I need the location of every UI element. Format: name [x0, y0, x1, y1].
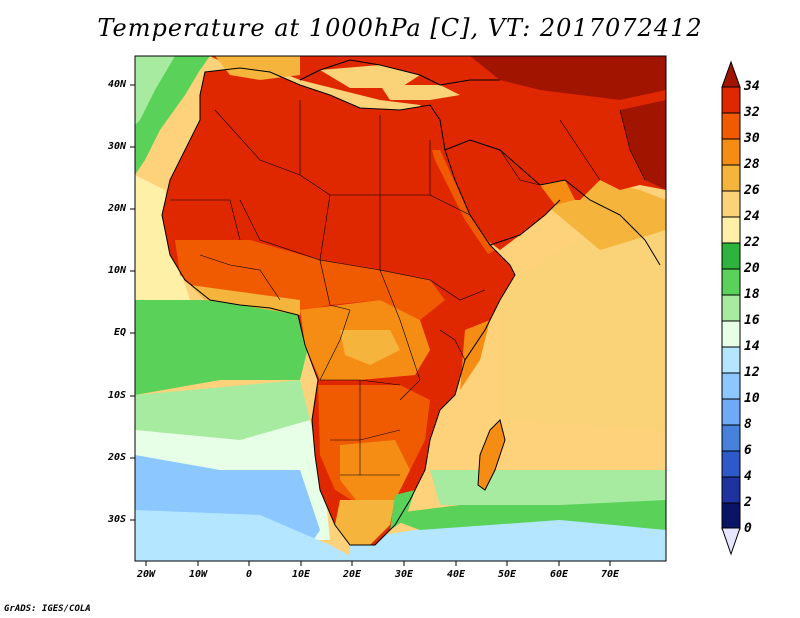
colorbar-swatch	[721, 346, 741, 374]
colorbar-swatch	[721, 372, 741, 400]
lat-label-20n: 20N	[107, 203, 126, 214]
credit-text: GrADS: IGES/COLA	[4, 604, 91, 614]
map-frame	[134, 55, 667, 562]
colorbar-label-2: 2	[744, 495, 752, 510]
eurasia-landmass	[210, 56, 666, 250]
colorbar-label-8: 8	[744, 417, 752, 432]
lon-label-0: 0	[245, 569, 253, 580]
colorbar-label-4: 4	[744, 469, 752, 484]
colorbar-swatch	[721, 242, 741, 270]
colorbar-label-34: 34	[744, 79, 760, 94]
colorbar-label-26: 26	[744, 183, 760, 198]
lon-label-40e: 40E	[446, 569, 466, 580]
colorbar-label-16: 16	[744, 313, 760, 328]
colorbar-label-6: 6	[744, 443, 752, 458]
colorbar-swatch	[721, 398, 741, 426]
colorbar-swatch	[721, 424, 741, 452]
coastlines	[161, 59, 661, 546]
colorbar-swatch	[721, 450, 741, 478]
colorbar-label-22: 22	[744, 235, 760, 250]
colorbar-label-14: 14	[744, 339, 760, 354]
longitude-ticks	[145, 561, 611, 566]
colorbar-swatch	[721, 476, 741, 504]
colorbar-label-24: 24	[744, 209, 760, 224]
colorbar-label-32: 32	[744, 105, 760, 120]
latitude-ticks	[130, 84, 135, 521]
colorbar-swatch	[721, 294, 741, 322]
lon-label-20e: 20E	[342, 569, 362, 580]
lat-label-30n: 30N	[107, 141, 126, 152]
colorbar-label-12: 12	[744, 365, 760, 380]
lat-label-30s: 30S	[107, 514, 126, 525]
colorbar-swatch	[721, 138, 741, 166]
colorbar-swatch	[721, 112, 741, 140]
colorbar-label-10: 10	[744, 391, 760, 406]
colorbar-label-28: 28	[744, 157, 760, 172]
colorbar-swatch	[721, 164, 741, 192]
colorbar-top-arrow	[721, 60, 741, 88]
colorbar-label-18: 18	[744, 287, 760, 302]
lat-label-10n: 10N	[107, 265, 126, 276]
colorbar	[721, 60, 741, 556]
colorbar-swatch	[721, 190, 741, 218]
lon-label-20w: 20W	[136, 569, 156, 580]
country-borders	[170, 100, 646, 476]
lon-label-60e: 60E	[549, 569, 569, 580]
lon-label-50e: 50E	[497, 569, 517, 580]
colorbar-swatch	[721, 86, 741, 114]
tropical-atlantic-green-zone	[135, 300, 310, 395]
colorbar-swatch	[721, 320, 741, 348]
colorbar-label-0: 0	[744, 521, 752, 536]
colorbar-swatch	[721, 268, 741, 296]
colorbar-label-30: 30	[744, 131, 760, 146]
lat-label-20s: 20S	[107, 452, 126, 463]
colorbar-swatch	[721, 502, 741, 530]
lon-label-10w: 10W	[188, 569, 208, 580]
map-title: Temperature at 1000hPa [C], VT: 20170724…	[97, 14, 703, 42]
colorbar-label-20: 20	[744, 261, 760, 276]
lat-label-eq: EQ	[113, 327, 126, 338]
lat-label-10s: 10S	[107, 390, 126, 401]
indian-ocean-warm-zone	[500, 215, 666, 430]
lon-label-30e: 30E	[394, 569, 414, 580]
lat-label-40n: 40N	[107, 79, 126, 90]
colorbar-swatch	[721, 216, 741, 244]
temperature-field	[135, 56, 666, 561]
madagascar-landmass	[478, 420, 505, 490]
colorbar-bottom-arrow	[721, 527, 741, 556]
mediterranean-zone	[320, 65, 420, 88]
lon-label-10e: 10E	[291, 569, 311, 580]
lon-label-70e: 70E	[600, 569, 620, 580]
